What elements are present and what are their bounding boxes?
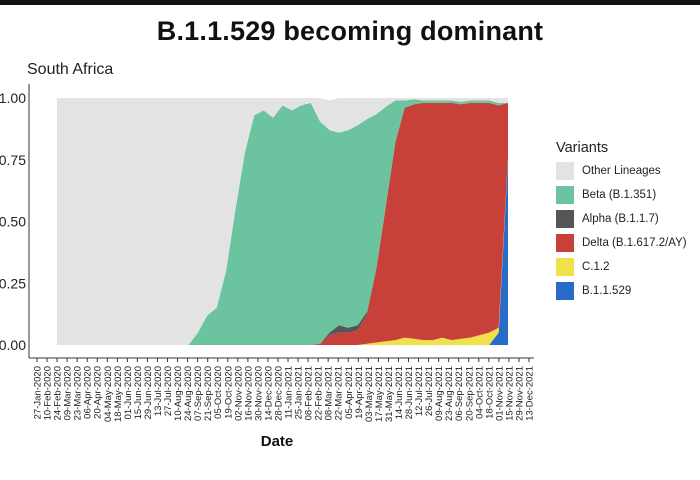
y-tick-label: 0.75 [0,152,26,168]
x-tick-label: 24-Aug-2020 [183,366,194,421]
x-tick-label: 09-Mar-2020 [63,366,74,420]
stacked-areas [57,98,508,346]
x-tick-label: 20-Apr-2020 [93,366,104,419]
top-border [0,0,700,5]
x-tick-label: 01-Nov-2021 [494,366,505,421]
x-tick-label: 25-Jan-2021 [294,366,305,419]
x-tick-label: 18-May-2020 [113,366,124,422]
x-tick-label: 06-Sep-2021 [454,366,465,421]
y-axis: 0.00 0.25 0.50 0.75 1.00 [0,84,30,358]
slide-title: B.1.1.529 becoming dominant [156,16,544,46]
x-tick-label: 19-Apr-2021 [354,366,365,419]
legend-label: B.1.1.529 [582,285,632,297]
x-tick-label: 23-Aug-2021 [444,366,455,421]
y-tick-label: 1.00 [0,90,26,106]
legend-label: Delta (B.1.617.2/AY) [582,237,687,249]
x-tick-label: 12-Jul-2021 [414,366,425,416]
x-tick-label: 11-Jan-2021 [284,366,295,419]
x-tick-label: 01-Jun-2020 [123,366,134,419]
x-tick-label: 09-Aug-2021 [434,366,445,421]
legend-label: Other Lineages [582,165,661,177]
x-tick-label: 18-Oct-2021 [484,366,495,419]
x-tick-label: 10-Aug-2020 [173,366,184,421]
legend-swatch [556,186,574,204]
x-tick-label: 23-Mar-2020 [73,366,84,420]
x-tick-label: 15-Jun-2020 [133,366,144,419]
area-delta-b-1-617-2-ay [57,102,508,346]
x-axis: 27-Jan-2020 10-Feb-2020 24-Feb-2020 09-Mar-… [29,357,536,422]
legend-item: Alpha (B.1.1.7) [556,208,700,230]
x-tick-label: 04-Oct-2021 [474,366,485,419]
x-tick-label: 04-May-2020 [103,366,114,422]
y-tick-label: 0.25 [0,275,26,291]
x-tick-label: 14-Dec-2020 [263,366,274,421]
x-tick-label: 21-Sep-2020 [203,366,214,421]
x-tick-label: 13-Jul-2020 [153,366,164,416]
x-tick-label: 15-Nov-2021 [504,366,515,421]
legend-swatch [556,210,574,228]
legend-label: C.1.2 [582,261,610,273]
x-tick-label: 07-Sep-2020 [193,366,204,421]
x-tick-label: 20-Sep-2021 [464,366,475,421]
x-tick-label: 16-Nov-2020 [243,366,254,421]
legend-item: Delta (B.1.617.2/AY) [556,232,700,254]
chart-subtitle: South Africa [27,61,114,78]
x-tick-label: 13-Dec-2021 [525,366,536,421]
x-tick-label: 26-Jul-2021 [424,366,435,416]
x-tick-label: 28-Jun-2021 [404,366,415,419]
x-tick-label: 22-Feb-2021 [314,366,325,420]
x-tick-label: 27-Jan-2020 [33,366,44,419]
legend-swatch [556,234,574,252]
legend-item: Other Lineages [556,160,700,182]
x-tick-label: 05-Oct-2020 [213,366,224,419]
legend-items: Other Lineages Beta (B.1.351) Alpha (B.1.1… [556,160,700,302]
legend-item: C.1.2 [556,256,700,278]
x-tick-label: 03-May-2021 [364,366,375,422]
x-tick-label: 31-May-2021 [384,366,395,422]
legend-swatch [556,258,574,276]
x-tick-label: 27-Jul-2020 [163,366,174,416]
x-tick-label: 24-Feb-2020 [53,366,64,420]
x-tick-label: 02-Nov-2020 [233,366,244,421]
y-tick-label: 0.50 [0,214,26,230]
legend-label: Beta (B.1.351) [582,189,657,201]
legend-item: B.1.1.529 [556,280,700,302]
legend-label: Alpha (B.1.1.7) [582,213,659,225]
x-tick-label: 14-Jun-2021 [394,366,405,419]
x-axis-title: Date [261,433,294,450]
x-tick-label: 30-Nov-2020 [253,366,264,421]
x-tick-label: 08-Mar-2021 [324,366,335,420]
legend-swatch [556,162,574,180]
x-tick-label: 19-Oct-2020 [223,366,234,419]
x-tick-label: 28-Dec-2020 [273,366,284,421]
x-tick-label: 10-Feb-2020 [43,366,54,420]
x-tick-label: 08-Feb-2021 [304,366,315,420]
x-tick-label: 17-May-2021 [374,366,385,422]
x-tick-label: 29-Jun-2020 [143,366,154,419]
legend-swatch [556,282,574,300]
x-tick-label: 29-Nov-2021 [514,366,525,421]
legend-item: Beta (B.1.351) [556,184,700,206]
legend: Variants Other Lineages Beta (B.1.351) Alp… [556,140,700,302]
x-tick-label: 05-Apr-2021 [344,366,355,419]
x-tick-label: 06-Apr-2020 [83,366,94,419]
area-other-lineages [57,98,508,345]
y-tick-label: 0.00 [0,337,26,353]
area-beta-b-1-351 [57,99,508,345]
x-tick-label: 22-Mar-2021 [334,366,345,420]
legend-title: Variants [556,140,609,156]
